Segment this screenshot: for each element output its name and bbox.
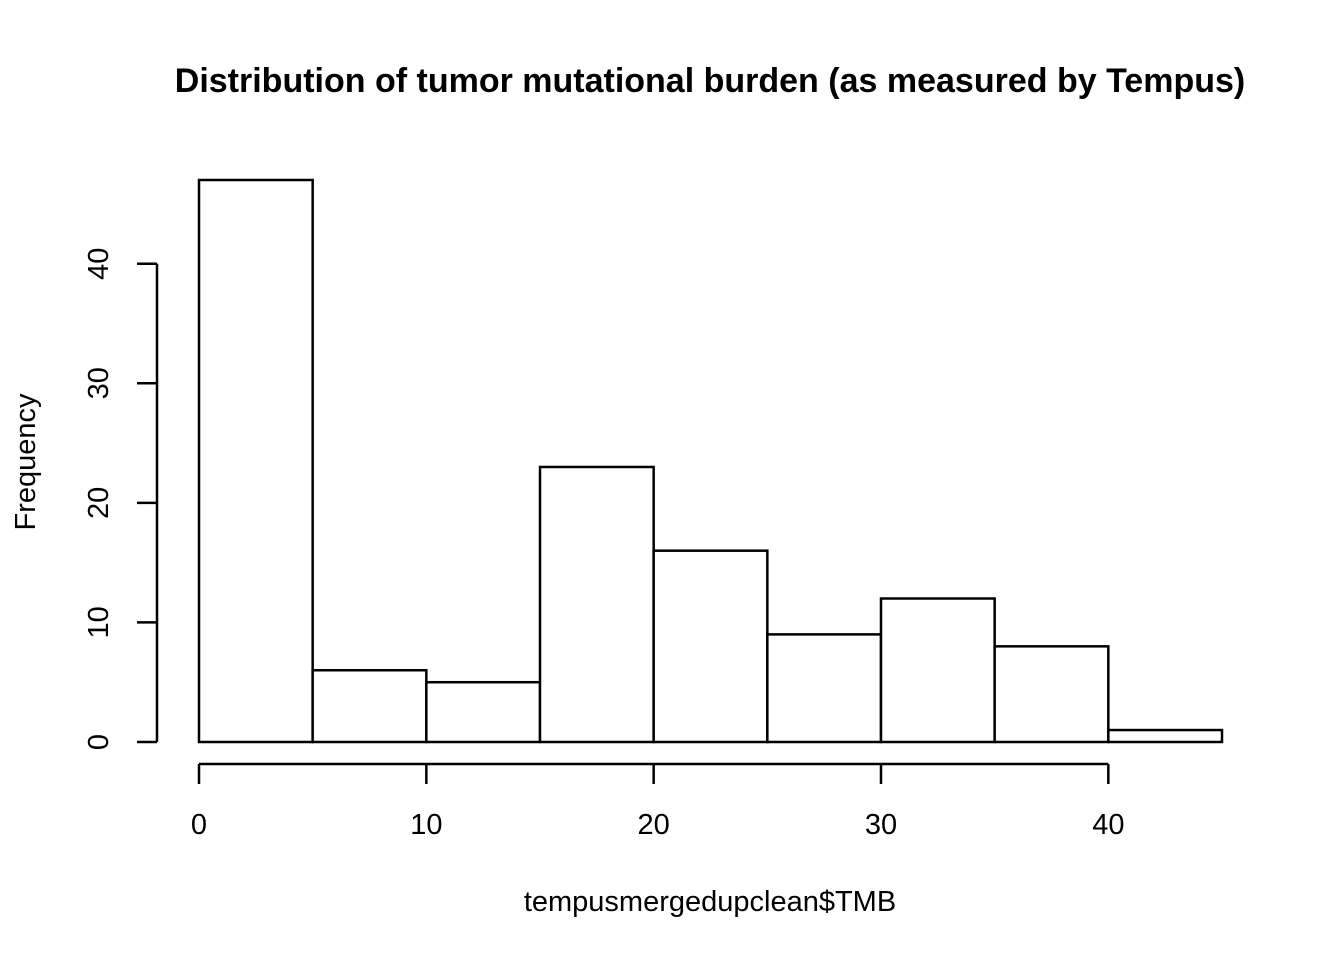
x-tick-label: 40 xyxy=(1092,809,1124,841)
y-tick-label: 20 xyxy=(83,487,115,519)
x-axis-label: tempusmergedupclean$TMB xyxy=(524,886,896,918)
chart-title: Distribution of tumor mutational burden … xyxy=(175,62,1245,100)
histogram-bar-0 xyxy=(197,178,314,744)
y-axis-label: Frequency xyxy=(10,393,42,531)
histogram-bar-3 xyxy=(538,465,655,744)
histogram-bar-4 xyxy=(652,549,769,744)
x-tick-label: 20 xyxy=(638,809,670,841)
y-axis: 0 10 20 30 40 xyxy=(83,248,159,750)
histogram-bar-1 xyxy=(311,669,428,744)
x-axis: 0 10 20 30 40 xyxy=(191,762,1124,841)
histogram-bar-5 xyxy=(766,633,883,744)
y-tick-label: 0 xyxy=(83,734,115,750)
y-tick-label: 40 xyxy=(83,248,115,280)
y-tick-label: 30 xyxy=(83,367,115,399)
x-tick-label: 10 xyxy=(410,809,442,841)
x-tick-label: 0 xyxy=(191,809,207,841)
y-tick-label: 10 xyxy=(83,606,115,638)
x-tick-label: 30 xyxy=(865,809,897,841)
histogram-bar-2 xyxy=(425,680,542,744)
histogram-bar-7 xyxy=(993,645,1110,744)
histogram-bar-6 xyxy=(879,597,996,744)
histogram-bar-8 xyxy=(1107,728,1224,744)
bars-group xyxy=(197,178,1224,744)
